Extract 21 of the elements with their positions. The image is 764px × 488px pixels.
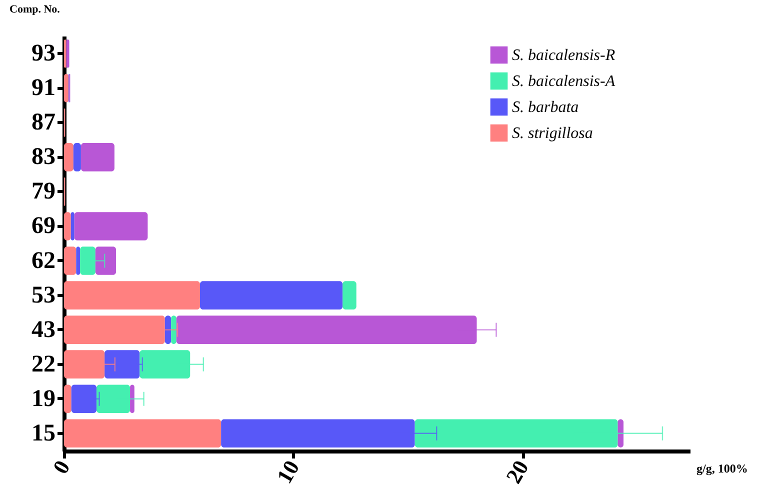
y-tick-label: 62 bbox=[32, 248, 56, 274]
y-tick-label: 91 bbox=[32, 75, 56, 102]
y-tick-label: 22 bbox=[32, 351, 56, 378]
legend-label: S. baicalensis-R bbox=[512, 47, 616, 64]
x-tick-label: 20 bbox=[500, 456, 534, 488]
y-tick-label: 83 bbox=[32, 144, 56, 170]
y-tick-label: 43 bbox=[32, 316, 56, 343]
x-axis-title: g/g, 100% bbox=[696, 462, 748, 476]
y-tick-label: 93 bbox=[32, 40, 56, 67]
y-tick-label: 19 bbox=[32, 386, 56, 412]
y-tick-label: 87 bbox=[32, 110, 56, 136]
y-tick-label: 69 bbox=[32, 213, 56, 240]
legend-label: S. strigillosa bbox=[512, 125, 593, 142]
y-tick-label: 53 bbox=[32, 282, 56, 308]
legend-label: S. baicalensis-A bbox=[512, 73, 616, 90]
legend-label: S. barbata bbox=[512, 99, 579, 116]
x-tick-label: 10 bbox=[272, 456, 304, 488]
y-tick-label: 15 bbox=[32, 420, 56, 446]
y-tick-label: 79 bbox=[32, 178, 56, 205]
y-axis-title: Comp. No. bbox=[10, 4, 60, 16]
x-tick-label: 0 bbox=[48, 456, 75, 478]
